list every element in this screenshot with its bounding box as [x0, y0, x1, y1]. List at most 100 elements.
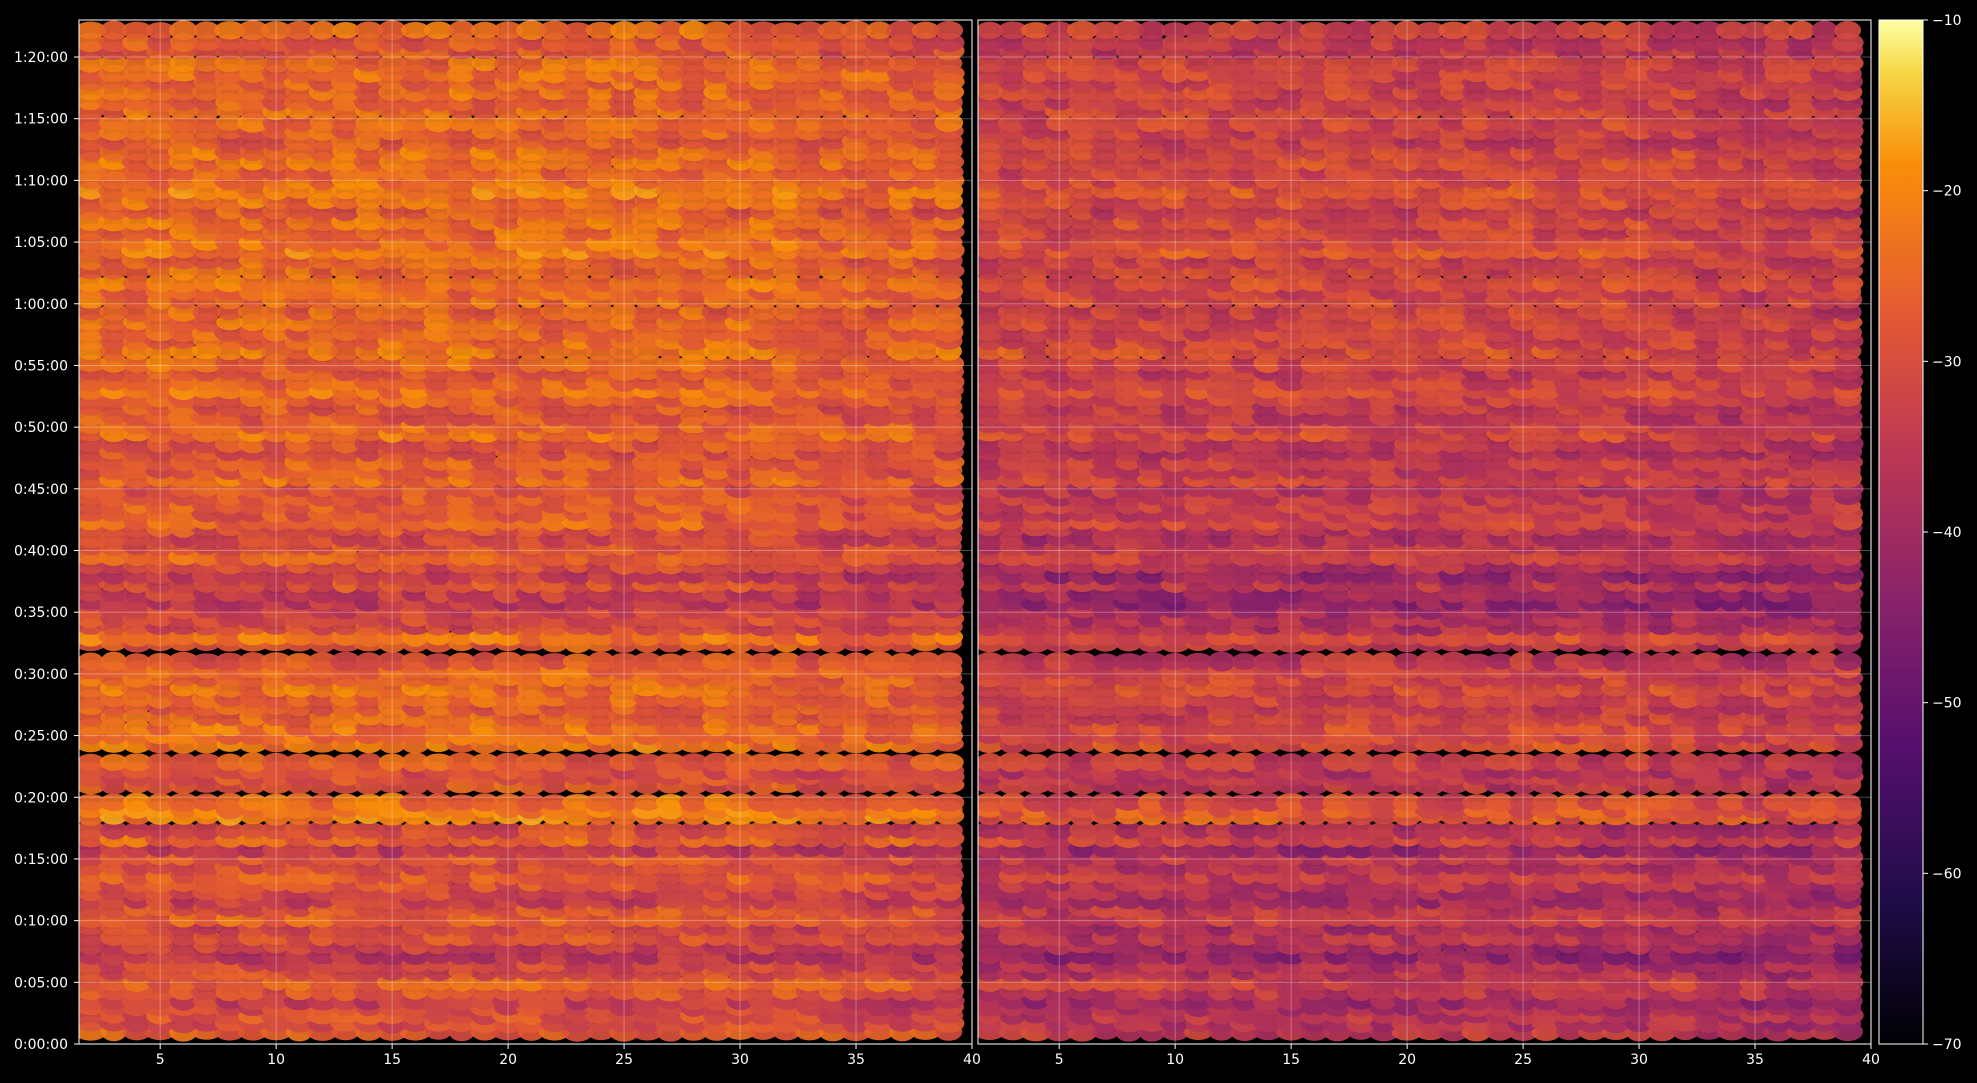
- heatmap-cell: [376, 651, 408, 672]
- heatmap-cell: [144, 114, 176, 131]
- heatmap-cell: [538, 20, 571, 40]
- heatmap-cell: [910, 112, 941, 133]
- heatmap-cell: [518, 653, 545, 670]
- heatmap-cell: [100, 651, 127, 672]
- heatmap-cell: [1509, 820, 1537, 840]
- heatmap-cell: [99, 753, 128, 771]
- heatmap-cell: [539, 274, 570, 292]
- heatmap-cell: [167, 355, 199, 372]
- heatmap-cell: [423, 21, 454, 40]
- heatmap-cell: [283, 303, 316, 321]
- heatmap-cell: [309, 20, 336, 40]
- heatmap-cell: [679, 20, 709, 40]
- heatmap-cell: [353, 33, 385, 52]
- heatmap-cell: [587, 651, 615, 672]
- heatmap-cell: [701, 652, 732, 671]
- heatmap-cell: [563, 821, 592, 839]
- heatmap-cell: [399, 354, 431, 373]
- heatmap-cell: [471, 54, 499, 72]
- panel-left-frame: [78, 19, 973, 1045]
- heatmap-cell: [562, 33, 593, 52]
- heatmap-cell: [608, 653, 640, 670]
- heatmap-cell: [79, 652, 104, 671]
- heatmap-cell: [307, 820, 338, 841]
- heatmap-cell: [584, 792, 617, 813]
- heatmap-cell: [773, 303, 800, 321]
- heatmap-cell: [122, 33, 152, 52]
- heatmap-cell: [353, 355, 385, 372]
- heatmap-cell: [99, 793, 128, 812]
- heatmap-cell: [888, 54, 917, 72]
- heatmap-cell: [193, 793, 220, 812]
- heatmap-cell: [494, 353, 522, 373]
- heatmap-cell: [540, 752, 569, 772]
- heatmap-cell: [493, 752, 523, 772]
- heatmap-cell: [98, 274, 130, 292]
- heatmap-panel-left: [78, 19, 973, 1045]
- heatmap-cell: [1276, 821, 1306, 839]
- heatmap-cell: [448, 114, 475, 132]
- heatmap-cell: [933, 793, 965, 812]
- heatmap-cell: [631, 54, 663, 73]
- heatmap-cell: [654, 303, 687, 321]
- heatmap-cell: [237, 353, 269, 374]
- heatmap-cell: [330, 355, 361, 372]
- heatmap-cell: [654, 34, 687, 51]
- heatmap-cell: [191, 753, 222, 771]
- heatmap-cell: [99, 820, 128, 840]
- heatmap-cell: [817, 820, 849, 841]
- heatmap-cell: [192, 302, 221, 322]
- heatmap-cell: [169, 54, 197, 73]
- heatmap-cell: [725, 820, 755, 840]
- heatmap-cell: [190, 653, 223, 670]
- heatmap-cell: [378, 53, 407, 73]
- heatmap-cell: [260, 21, 292, 40]
- heatmap-cell: [1090, 822, 1121, 839]
- heatmap-cell: [492, 651, 524, 672]
- heatmap-cell: [400, 55, 431, 72]
- heatmap-cell: [516, 20, 547, 41]
- heatmap-cell: [677, 54, 710, 72]
- heatmap-cell: [447, 794, 477, 811]
- heatmap-cell: [146, 753, 174, 772]
- heatmap-cell: [79, 274, 106, 292]
- heatmap-cell: [933, 354, 965, 373]
- heatmap-cell: [123, 822, 151, 839]
- heatmap-cell: [540, 354, 569, 373]
- heatmap-cell: [448, 652, 476, 671]
- heatmap-cell: [168, 113, 199, 132]
- heatmap-cell: [863, 651, 895, 672]
- heatmap-cell: [445, 752, 478, 772]
- heatmap-cell: [1069, 820, 1096, 840]
- heatmap-cell: [540, 794, 569, 811]
- heatmap-cell: [1022, 821, 1050, 839]
- heatmap-cell: [517, 54, 546, 72]
- heatmap-cell: [701, 33, 733, 52]
- heatmap-cell: [632, 274, 663, 292]
- heatmap-cell: [470, 753, 500, 772]
- heatmap-cell: [608, 354, 641, 373]
- heatmap-cells-left: [79, 20, 965, 1042]
- heatmap-cell: [146, 652, 174, 671]
- heatmap-cell: [935, 652, 963, 671]
- heatmap-cell: [283, 792, 315, 813]
- heatmap-cell: [237, 303, 269, 321]
- heatmap-cell: [284, 753, 315, 772]
- heatmap-cell: [910, 820, 942, 840]
- heatmap-cell: [655, 20, 686, 40]
- heatmap-cell: [167, 793, 200, 812]
- heatmap-cell: [816, 303, 849, 321]
- heatmap-cell: [886, 113, 919, 133]
- heatmap-cell: [909, 651, 942, 672]
- heatmap-cell: [933, 753, 964, 772]
- heatmap-cell: [1368, 822, 1400, 839]
- heatmap-cell: [330, 651, 361, 672]
- heatmap-cell: [887, 792, 918, 813]
- heatmap-cell: [796, 821, 824, 839]
- heatmap-cell: [724, 752, 756, 773]
- heatmap-cell: [353, 821, 385, 839]
- heatmap-cell: [423, 354, 454, 373]
- heatmap-cell: [122, 275, 152, 292]
- heatmap-cell: [631, 21, 663, 40]
- heatmap-cell: [470, 793, 500, 812]
